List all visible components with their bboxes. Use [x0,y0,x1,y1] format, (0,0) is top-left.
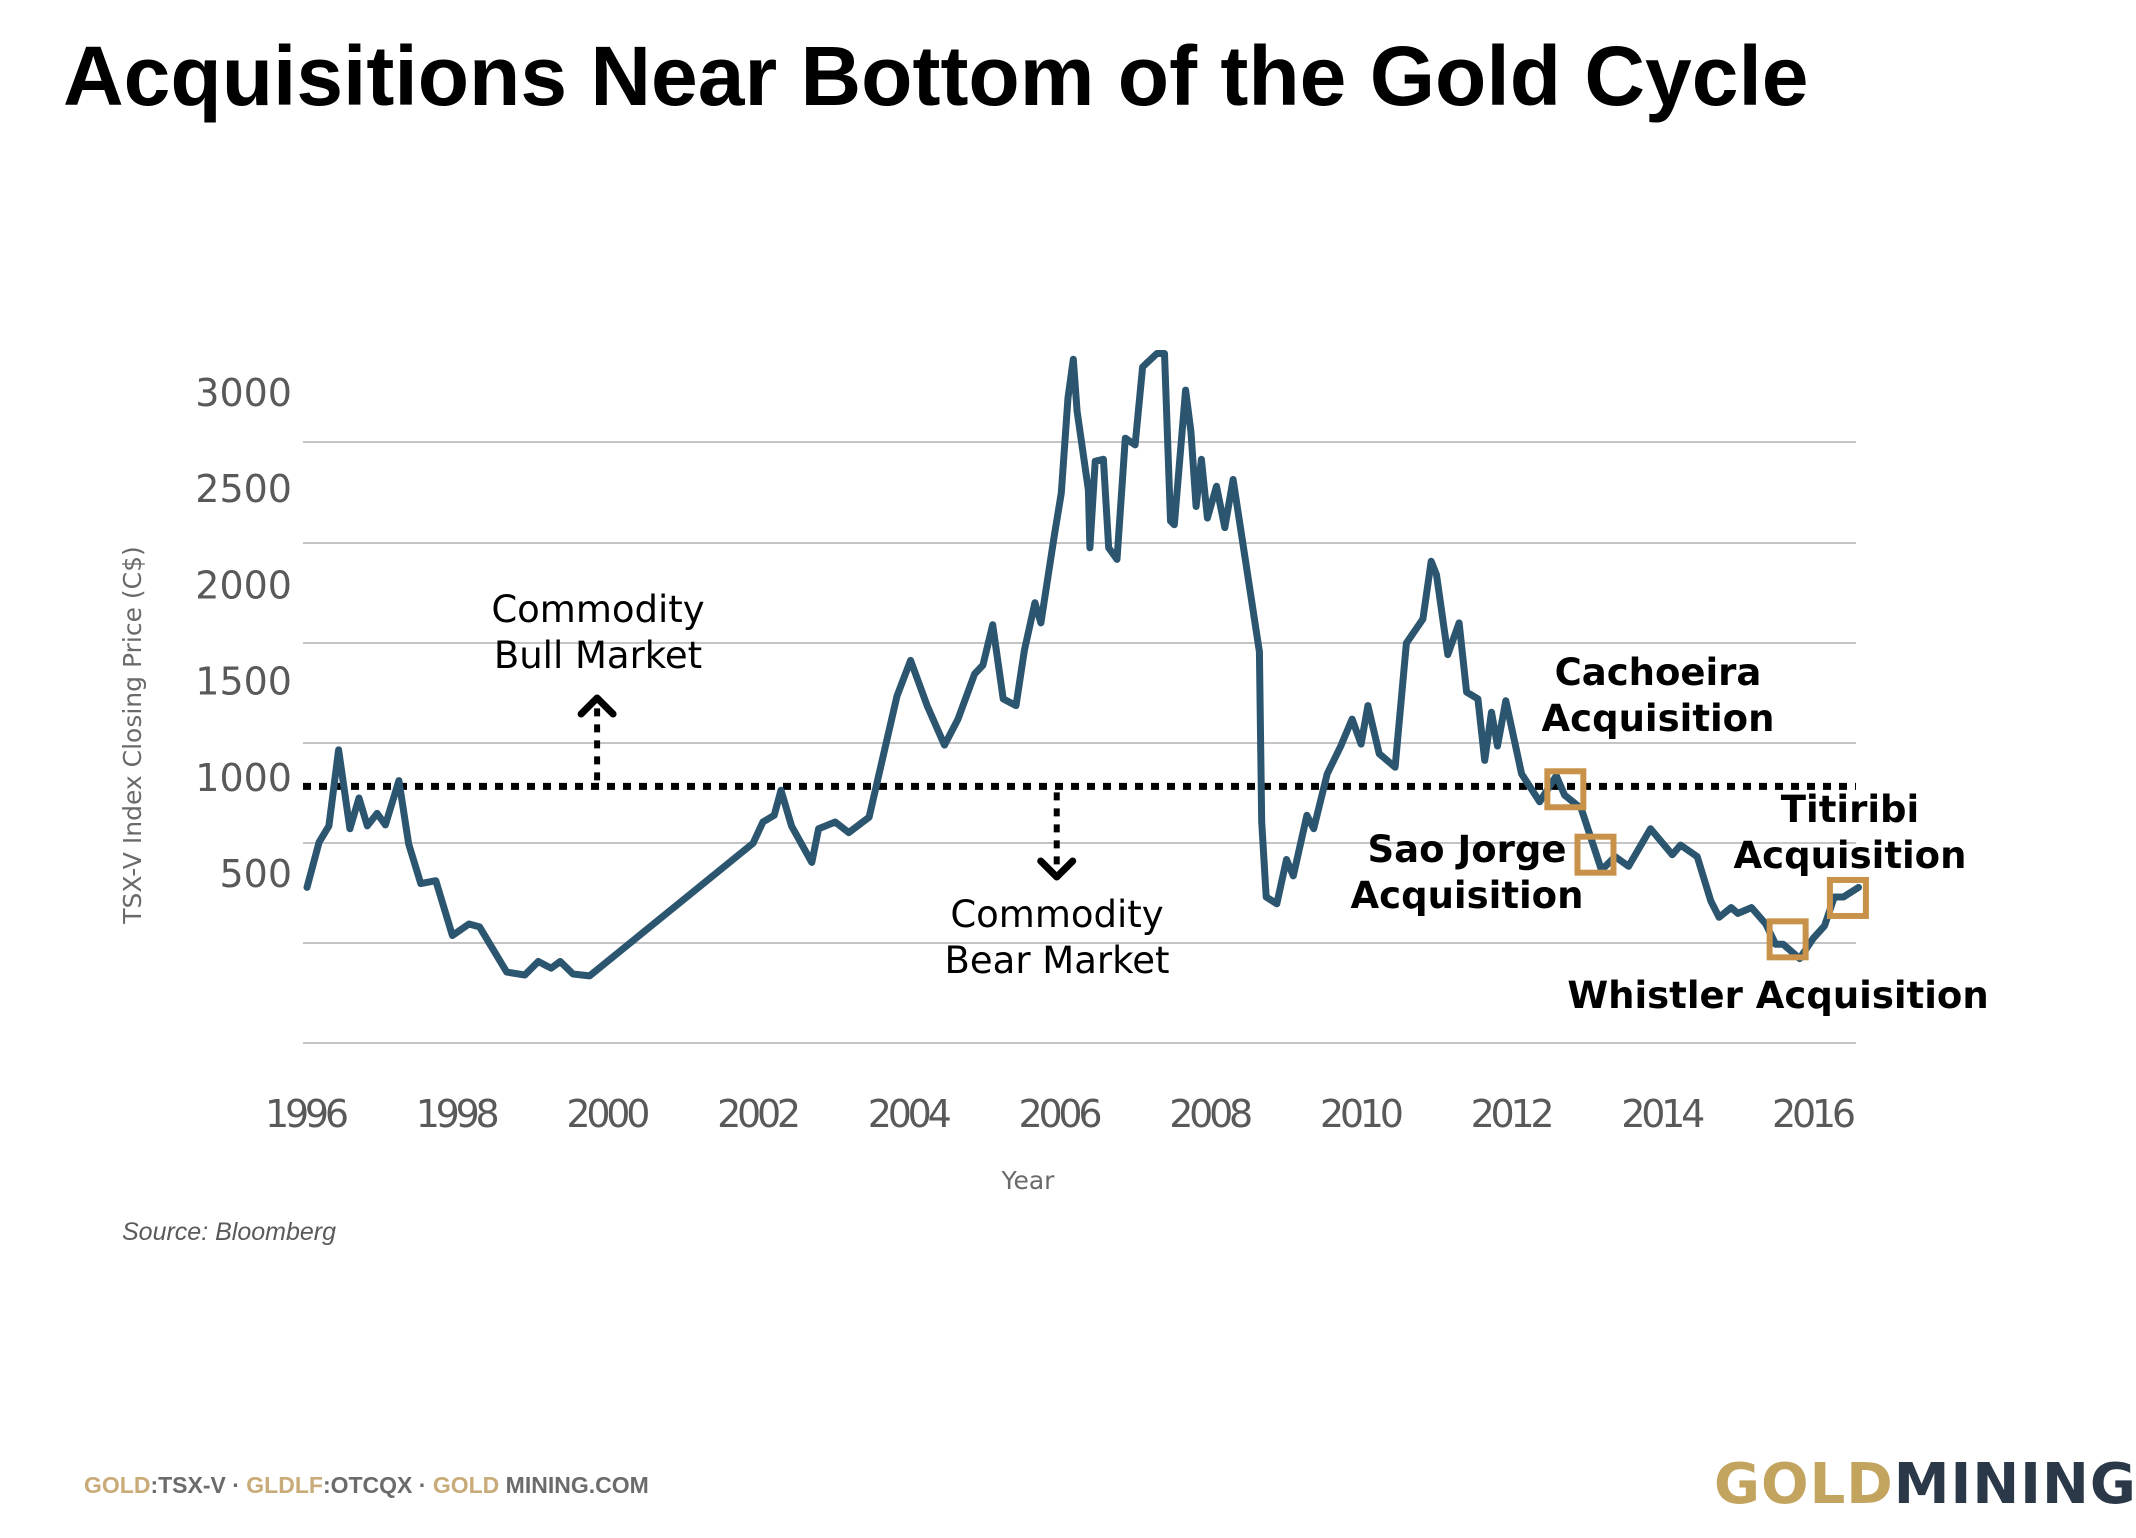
market-arrows [577,694,1077,881]
x-tick-label: 2000 [566,1092,650,1136]
sao-jorge-label: Acquisition [1351,874,1584,917]
y-axis-label: TSX-V Index Closing Price (C$) [118,546,147,925]
x-tick-label: 1998 [416,1092,500,1136]
x-tick-label: 1996 [265,1092,349,1136]
footer-part: MINING.COM [499,1472,649,1498]
arrow-down-icon [1037,857,1077,881]
x-tick-label: 2012 [1471,1092,1555,1136]
footer-part: GLDLF [246,1472,323,1498]
x-tick-label: 2002 [717,1092,801,1136]
acquisition-markers [1544,768,1869,961]
whistler-label: Whistler Acquisition [1567,974,1988,1017]
y-tick-label: 500 [219,852,292,896]
cachoeira-label: Acquisition [1542,697,1775,740]
bull-label: Bull Market [494,634,702,677]
arrow-up-icon [577,694,617,718]
footer-part: GOLD [432,1472,500,1498]
series-line-tsxv [303,350,1862,980]
x-tick-label: 2006 [1019,1092,1103,1136]
gridlines [303,441,1856,1044]
titiribi-label: Acquisition [1734,834,1967,877]
y-tick-label: 2500 [195,467,292,511]
logo-gold: GOLD [1714,1452,1894,1517]
source-note: Source: Bloomberg [122,1218,337,1246]
x-tick-label: 2014 [1621,1092,1705,1136]
goldmining-logo: GOLDMINING [1714,1452,2136,1517]
x-axis-ticks: 1996 1998 2000 2002 2004 2006 2008 2010 2012 2014… [265,1092,1856,1136]
y-tick-label: 1500 [195,660,292,704]
logo-mining: MINING [1893,1452,2136,1517]
footer-tickers: GOLD:TSX-V · GLDLF:OTCQX · GOLD MINING.C… [84,1472,649,1499]
titiribi-label: Titiribi [1781,788,1919,831]
x-tick-label: 2004 [868,1092,952,1136]
footer-part: :TSX-V · [150,1472,247,1498]
sao-jorge-marker-box [1574,833,1617,876]
x-tick-label: 2016 [1772,1092,1856,1136]
x-tick-label: 2008 [1169,1092,1253,1136]
y-axis-ticks: 3000 2500 2000 1500 1000 500 [195,371,292,896]
x-axis-label: Year [1001,1166,1056,1195]
cachoeira-label: Cachoeira [1555,651,1762,694]
bull-label: Commodity [491,588,704,631]
footer-part: :OTCQX · [322,1472,433,1498]
y-tick-label: 1000 [195,756,292,800]
cachoeira-marker-box [1544,768,1587,811]
bear-label: Commodity [950,893,1163,936]
y-tick-label: 3000 [195,371,292,415]
page-title: Acquisitions Near Bottom of the Gold Cyc… [63,29,1809,123]
y-tick-label: 2000 [195,563,292,607]
whistler-marker-box [1766,918,1809,961]
sao-jorge-label: Sao Jorge [1368,828,1567,871]
bear-label: Bear Market [945,939,1170,982]
x-tick-label: 2010 [1320,1092,1404,1136]
footer-part: GOLD [84,1472,151,1498]
titiribi-marker-box [1826,876,1869,919]
